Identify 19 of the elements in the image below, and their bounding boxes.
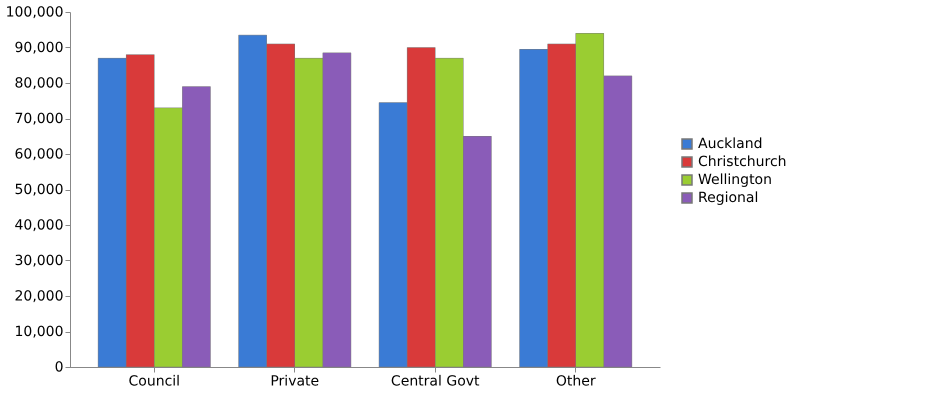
y-tick-label: 70,000 xyxy=(14,111,64,127)
legend-label: Regional xyxy=(698,190,758,206)
x-tick-label: Other xyxy=(556,374,596,390)
legend-label: Wellington xyxy=(698,172,772,188)
y-tick-label: 80,000 xyxy=(14,76,64,92)
x-tick-label: Private xyxy=(270,374,320,390)
legend-label: Auckland xyxy=(698,136,762,152)
y-tick-label: 0 xyxy=(54,360,64,376)
y-tick-label: 90,000 xyxy=(14,40,64,56)
y-tick-label: 50,000 xyxy=(14,182,64,198)
y-tick-label: 40,000 xyxy=(14,218,64,234)
y-tick-label: 100,000 xyxy=(6,4,64,20)
legend-label: Christchurch xyxy=(698,154,787,170)
y-tick-label: 60,000 xyxy=(14,146,64,162)
y-tick-label: 20,000 xyxy=(14,288,64,304)
y-tick-label: 10,000 xyxy=(14,324,64,340)
y-tick-label: 30,000 xyxy=(14,253,64,269)
x-tick-label: Central Govt xyxy=(390,374,480,390)
x-tick-label: Council xyxy=(128,374,180,390)
